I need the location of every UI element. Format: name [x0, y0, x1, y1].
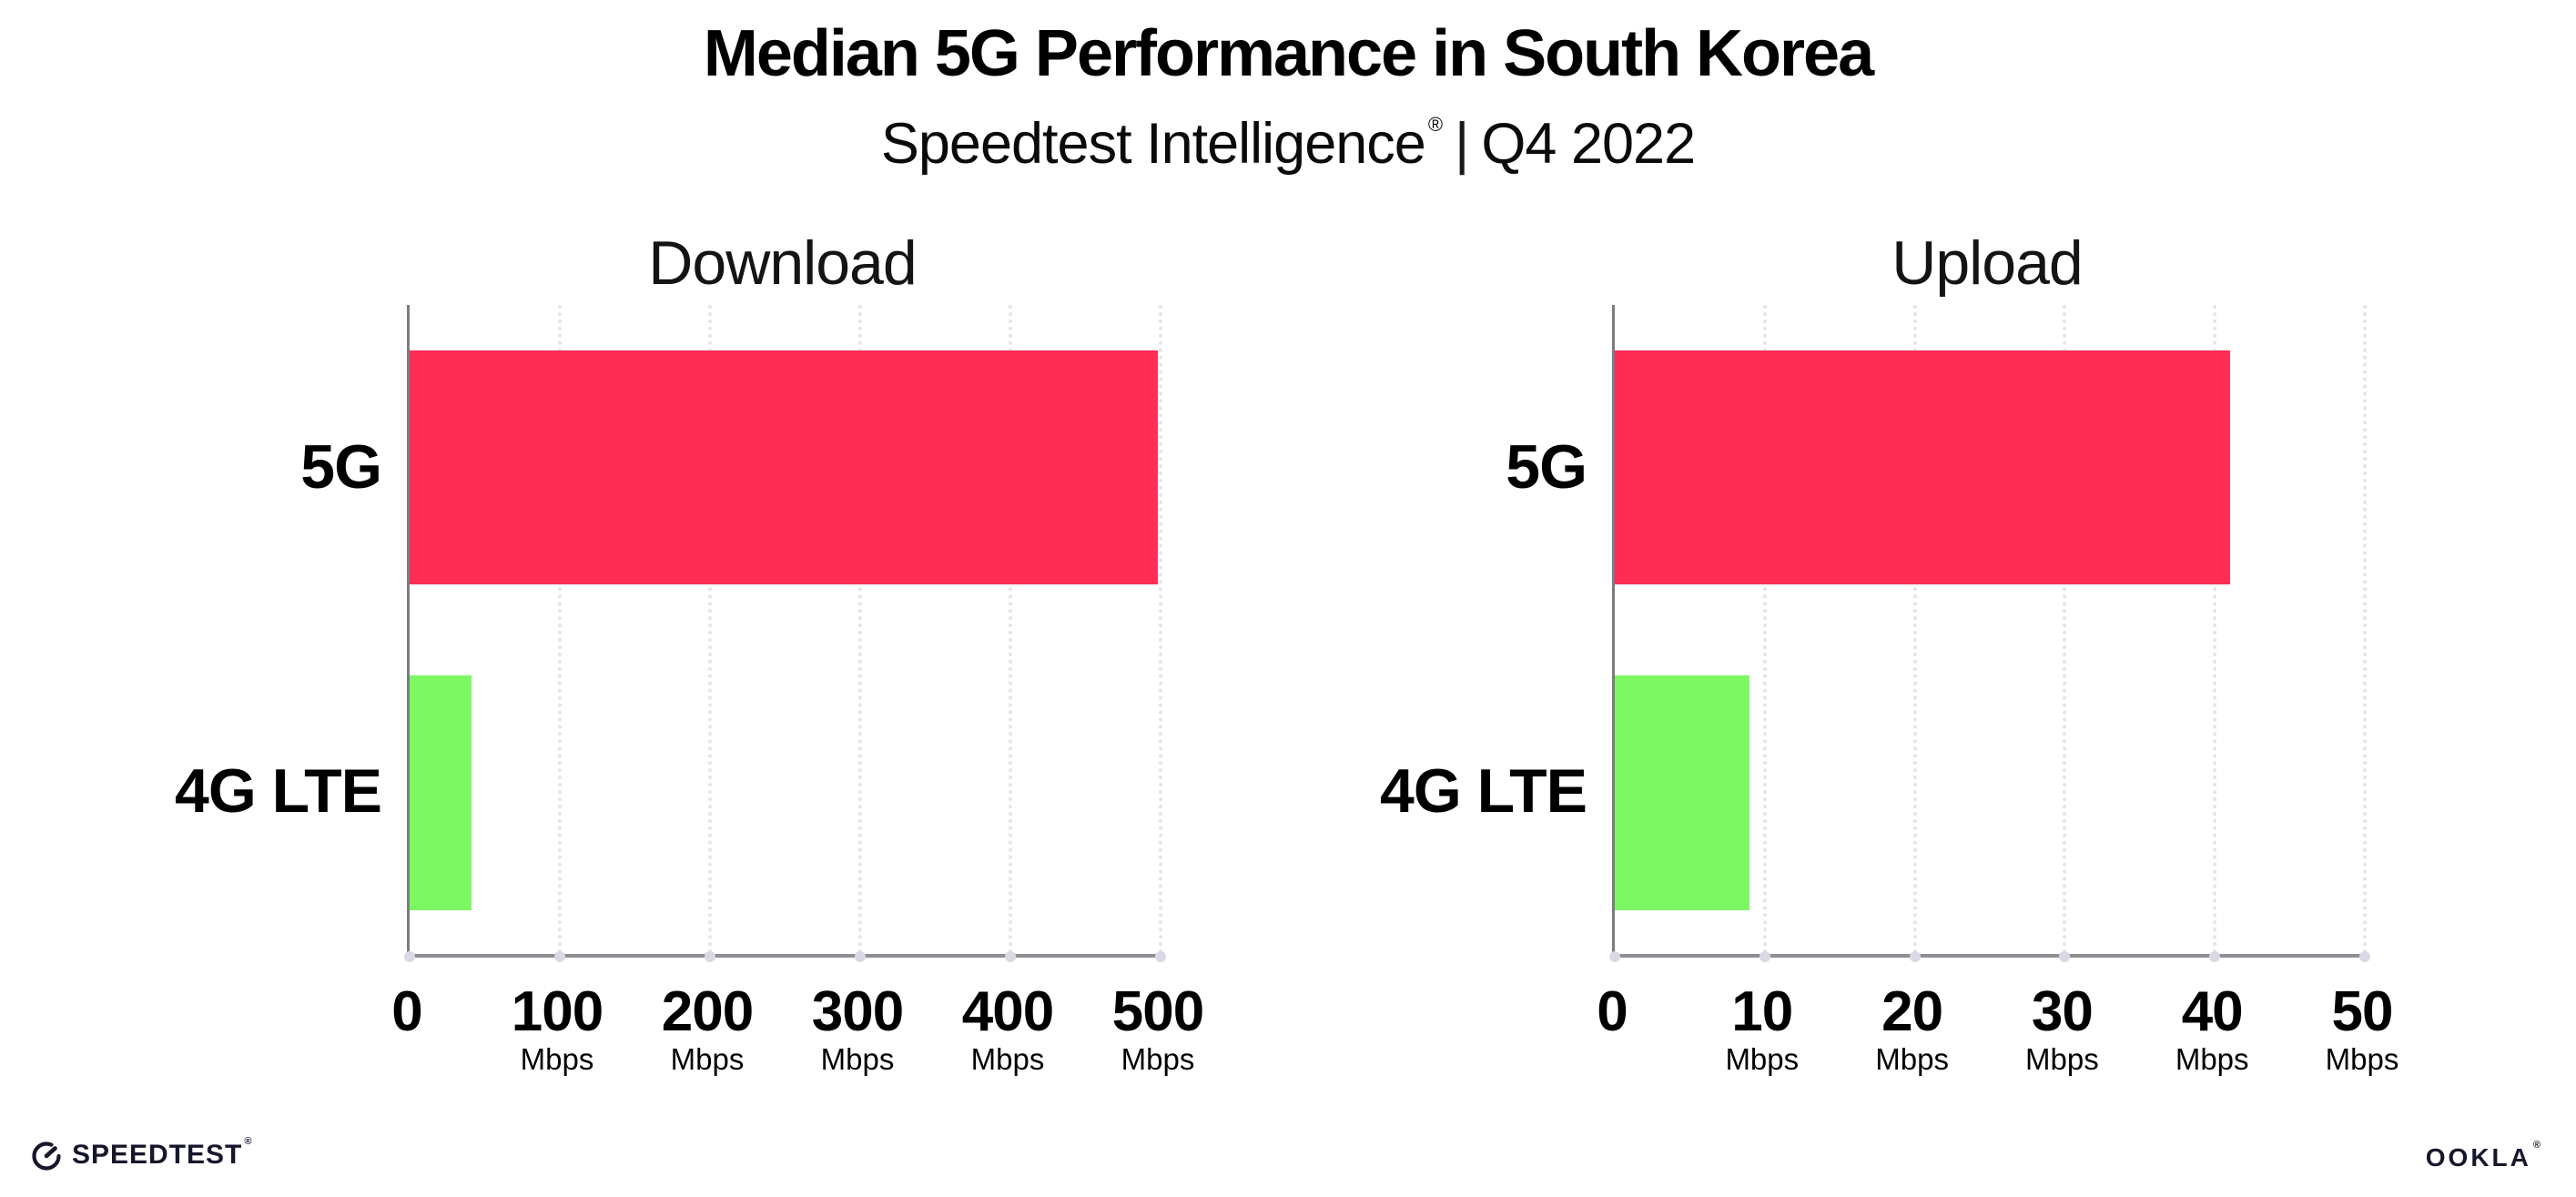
bar-4g-lte-upload — [1615, 675, 1750, 910]
speedtest-gauge-icon — [32, 1141, 61, 1171]
x-tick-label-upload-0: 0 — [1597, 980, 1628, 1043]
upload-plot-area — [1609, 305, 2370, 962]
x-tick-unit: Mbps — [520, 1042, 594, 1076]
category-label-5g: 5G — [300, 432, 382, 502]
category-label-4g-lte: 4G LTE — [1380, 756, 1587, 826]
x-tick-unit: Mbps — [1875, 1042, 1949, 1076]
axis-tick-dot — [1609, 951, 1620, 962]
gridline-upload-30 — [2063, 305, 2067, 954]
gridline-upload-10 — [1762, 305, 1767, 954]
x-tick-label-upload-10: 10 Mbps — [1725, 983, 1799, 1078]
axis-tick-dot — [705, 951, 715, 962]
gridline-download-300 — [858, 305, 862, 954]
subtitle-brand: Speedtest Intelligence — [880, 112, 1426, 176]
x-tick-value: 20 — [1881, 980, 1943, 1043]
x-tick-unit: Mbps — [1725, 1042, 1800, 1076]
subtitle-separator: | — [1455, 112, 1469, 176]
x-tick-value: 300 — [811, 980, 904, 1043]
axis-tick-dot — [1759, 951, 1770, 962]
category-label-4g-lte: 4G LTE — [175, 756, 382, 826]
axis-tick-dot — [554, 951, 565, 962]
page-subtitle: Speedtest Intelligence ® | Q4 2022 — [0, 111, 2576, 177]
upload-panel-title: Upload — [1891, 228, 2084, 298]
download-x-axis: 0 100 Mbps 200 Mbps 300 Mbps 400 Mbps 500 Mbps — [391, 958, 1204, 1103]
x-tick-label-download-0: 0 — [391, 980, 422, 1043]
ookla-registered-icon: ® — [2532, 1140, 2543, 1151]
gridline-download-500 — [1159, 305, 1162, 954]
download-panel-title: Download — [648, 228, 917, 298]
x-tick-label-upload-50: 50 Mbps — [2326, 983, 2399, 1078]
x-tick-unit: Mbps — [820, 1042, 895, 1076]
x-tick-unit: Mbps — [1121, 1042, 1195, 1076]
x-tick-label-download-400: 400 Mbps — [961, 980, 1054, 1078]
axis-tick-dot — [2359, 951, 2370, 962]
x-tick-label-upload-20: 20 Mbps — [1875, 983, 1949, 1078]
x-tick-value: 50 — [2331, 980, 2394, 1043]
download-category-labels: 5G 4G LTE — [99, 305, 382, 954]
gridline-download-200 — [708, 305, 712, 954]
x-tick-value: 0 — [1597, 980, 1628, 1043]
x-tick-label-download-200: 200 Mbps — [661, 980, 754, 1078]
x-tick-unit: Mbps — [2025, 1042, 2099, 1076]
ookla-wordmark: OOKLA — [2425, 1143, 2531, 1172]
gridline-upload-20 — [1912, 305, 1917, 954]
x-tick-value: 30 — [2031, 980, 2094, 1043]
x-tick-label-upload-40: 40 Mbps — [2175, 983, 2249, 1078]
x-tick-unit: Mbps — [2175, 1042, 2249, 1076]
x-tick-unit: Mbps — [970, 1042, 1045, 1076]
axis-tick-dot — [855, 951, 866, 962]
bar-5g-download — [410, 350, 1158, 584]
x-tick-unit: Mbps — [2325, 1042, 2399, 1076]
gridline-download-400 — [1009, 305, 1012, 954]
x-tick-value: 10 — [1731, 980, 1793, 1043]
axis-tick-dot — [1005, 951, 1016, 962]
registered-trademark-icon: ® — [1427, 113, 1443, 136]
subtitle-period: Q4 2022 — [1481, 112, 1696, 176]
x-tick-value: 40 — [2181, 980, 2244, 1043]
x-tick-value: 0 — [391, 980, 422, 1043]
ookla-logo: OOKLA ® — [2425, 1140, 2543, 1172]
axis-tick-dot — [404, 951, 415, 962]
x-tick-value: 100 — [511, 980, 603, 1043]
gridline-upload-40 — [2213, 305, 2217, 954]
download-plot-area — [404, 305, 1166, 962]
category-label-5g: 5G — [1506, 432, 1587, 502]
axis-tick-dot — [1909, 951, 1921, 962]
x-tick-value: 200 — [661, 980, 754, 1043]
x-tick-label-download-500: 500 Mbps — [1111, 980, 1204, 1078]
speedtest-logo: SPEEDTEST ® — [30, 1136, 253, 1172]
gridline-download-100 — [558, 305, 562, 954]
x-tick-label-download-100: 100 Mbps — [512, 983, 603, 1078]
x-tick-label-upload-30: 30 Mbps — [2025, 983, 2099, 1078]
speedtest-registered-icon: ® — [244, 1136, 253, 1147]
x-tick-label-download-300: 300 Mbps — [811, 980, 904, 1078]
axis-tick-dot — [1155, 951, 1166, 962]
axis-tick-dot — [2059, 951, 2071, 962]
gridline-upload-50 — [2363, 305, 2367, 954]
x-tick-value: 500 — [1111, 980, 1204, 1043]
speedtest-wordmark: SPEEDTEST ® — [72, 1136, 253, 1170]
upload-x-axis: 0 10 Mbps 20 Mbps 30 Mbps 40 Mbps 50 Mbps — [1597, 958, 2399, 1103]
page-title: Median 5G Performance in South Korea — [703, 17, 1874, 90]
axis-tick-dot — [2209, 951, 2221, 962]
bar-4g-lte-download — [410, 675, 472, 910]
upload-category-labels: 5G 4G LTE — [1304, 305, 1587, 954]
bar-5g-upload — [1615, 350, 2230, 584]
x-tick-value: 400 — [961, 980, 1054, 1043]
x-tick-unit: Mbps — [670, 1042, 745, 1076]
